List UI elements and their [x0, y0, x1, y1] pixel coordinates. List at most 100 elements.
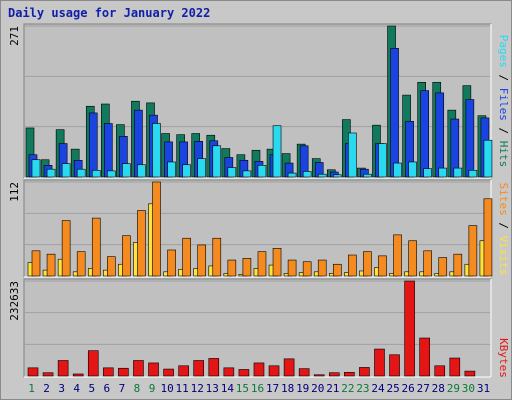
bar-kbytes-day-10 — [163, 368, 174, 377]
bar-kbytes-day-22 — [344, 372, 355, 377]
x-tick-label: 8 — [134, 382, 141, 395]
legend-item-files: Files — [497, 88, 510, 121]
x-tick-label: 25 — [386, 382, 399, 395]
x-tick-label: 7 — [119, 382, 126, 395]
bar-pages-day-25 — [393, 162, 402, 178]
x-tick-label: 21 — [326, 382, 339, 395]
x-tick-label: 22 — [341, 382, 354, 395]
bar-kbytes-day-24 — [374, 348, 385, 377]
bar-sites-day-10 — [167, 249, 176, 277]
bar-files-day-5 — [88, 112, 98, 178]
bar-pages-day-15 — [242, 170, 252, 178]
x-tick-label: 31 — [477, 382, 490, 395]
bar-pages-day-27 — [423, 168, 432, 178]
bar-sites-day-11 — [182, 237, 191, 277]
x-tick-label: 15 — [236, 382, 249, 395]
bar-kbytes-day-15 — [238, 369, 250, 377]
bar-sites-day-4 — [76, 251, 86, 277]
x-tick-label: 16 — [251, 382, 264, 395]
bar-pages-day-16 — [257, 164, 267, 178]
y-max-label: 271 — [8, 26, 21, 46]
x-tick-label: 11 — [176, 382, 189, 395]
bar-pages-day-19 — [302, 171, 312, 178]
bar-sites-day-17 — [272, 248, 282, 277]
bar-sites-day-31 — [483, 198, 493, 277]
bar-files-day-27 — [420, 90, 429, 178]
bar-kbytes-day-5 — [87, 350, 99, 377]
legend-separator: / — [497, 121, 510, 141]
bar-pages-day-29 — [453, 167, 463, 178]
bar-pages-day-31 — [483, 139, 493, 178]
x-tick-label: 20 — [311, 382, 324, 395]
bar-pages-day-11 — [182, 164, 191, 178]
x-tick-label: 17 — [266, 382, 279, 395]
panel-hits-files-pages: 271 Pages / Files / Hits — [8, 23, 510, 179]
bar-sites-day-3 — [61, 220, 71, 277]
x-tick-label: 13 — [206, 382, 219, 395]
x-tick-label: 23 — [356, 382, 369, 395]
bar-pages-day-13 — [212, 145, 222, 178]
bar-pages-day-7 — [122, 163, 131, 178]
bar-kbytes-day-16 — [253, 362, 265, 377]
bar-pages-day-18 — [287, 172, 297, 178]
bar-kbytes-day-7 — [118, 367, 129, 377]
bar-pages-day-20 — [317, 173, 327, 178]
bar-pages-day-17 — [272, 125, 282, 178]
x-tick-label: 24 — [371, 382, 385, 395]
bar-kbytes-day-14 — [223, 367, 235, 377]
legend-item-kbytes: KBytes — [497, 338, 510, 378]
bar-sites-day-22 — [348, 254, 357, 277]
bar-sites-day-23 — [363, 251, 372, 277]
bar-sites-day-19 — [302, 261, 312, 277]
bar-pages-day-22 — [348, 132, 357, 178]
bar-sites-day-29 — [453, 253, 463, 277]
bar-sites-day-13 — [212, 237, 222, 277]
legend-item-pages: Pages — [497, 35, 510, 68]
bar-kbytes-day-11 — [178, 365, 189, 377]
legend-item-visits: Visits — [497, 236, 510, 276]
bar-kbytes-day-17 — [268, 365, 280, 377]
bar-sites-day-14 — [227, 259, 237, 277]
bar-pages-day-4 — [76, 168, 86, 178]
bar-sites-day-20 — [317, 259, 327, 277]
bar-sites-day-24 — [378, 255, 387, 277]
bar-sites-day-18 — [287, 259, 297, 277]
x-tick-label: 10 — [160, 382, 173, 395]
bar-pages-day-23 — [363, 173, 372, 178]
bar-sites-day-7 — [122, 235, 131, 277]
bar-pages-day-1 — [31, 159, 41, 178]
x-tick-label: 1 — [28, 382, 35, 395]
x-tick-label: 27 — [417, 382, 430, 395]
bar-sites-day-25 — [393, 234, 402, 277]
bar-kbytes-day-29 — [449, 357, 461, 377]
bar-sites-day-8 — [137, 210, 146, 277]
bar-kbytes-day-26 — [404, 280, 415, 377]
x-tick-label: 2 — [43, 382, 50, 395]
bar-sites-day-5 — [91, 217, 101, 277]
bar-kbytes-day-1 — [27, 367, 39, 377]
bar-kbytes-day-9 — [148, 362, 159, 377]
bar-pages-day-30 — [468, 170, 478, 178]
x-tick-label: 29 — [447, 382, 460, 395]
panel-visits-sites: 112 Sites / Visits — [8, 179, 510, 278]
x-tick-label: 9 — [149, 382, 156, 395]
legend-visits-sites: Sites / Visits — [497, 183, 510, 276]
bar-sites-day-2 — [46, 253, 56, 277]
legend-kbytes: KBytes — [497, 338, 510, 378]
legend-item-hits: Hits — [497, 141, 510, 168]
bar-pages-day-2 — [46, 168, 56, 178]
bar-pages-day-9 — [152, 123, 161, 178]
bar-pages-day-8 — [137, 164, 146, 178]
bar-kbytes-day-30 — [464, 370, 476, 377]
bar-pages-day-10 — [167, 161, 176, 178]
bar-kbytes-day-21 — [328, 372, 340, 377]
bar-kbytes-day-2 — [42, 372, 54, 377]
bar-sites-day-12 — [197, 244, 207, 277]
bar-pages-day-24 — [378, 143, 387, 178]
x-tick-label: 5 — [88, 382, 95, 395]
bar-pages-day-12 — [197, 158, 207, 178]
bar-files-day-28 — [435, 92, 445, 178]
bar-kbytes-day-28 — [434, 365, 446, 377]
bar-kbytes-day-27 — [419, 337, 430, 377]
